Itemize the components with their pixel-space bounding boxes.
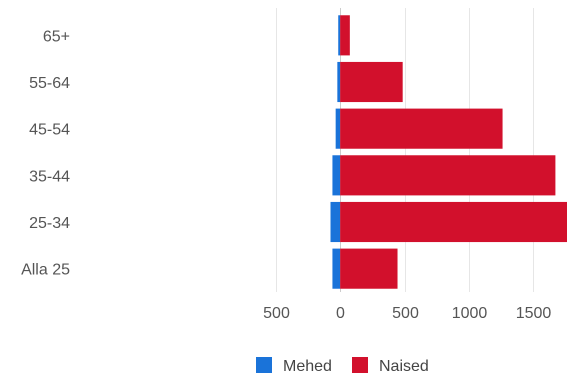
x-tick-label: 1000 (452, 305, 488, 322)
x-axis-tick-labels: 500 0 500 1000 1500 (263, 305, 551, 322)
bar-naised (340, 15, 350, 56)
bar-naised (340, 248, 398, 289)
x-tick-label: 1500 (516, 305, 552, 322)
bar-mehed (332, 248, 341, 289)
legend-swatch-mehed (256, 357, 272, 373)
bar-naised (340, 61, 403, 103)
bar-mehed (330, 201, 341, 243)
category-label: 65+ (43, 28, 70, 45)
x-tick-label: 0 (336, 305, 345, 322)
category-label: 55-64 (29, 75, 70, 92)
bar-mehed (335, 108, 341, 149)
bar-mehed (332, 155, 341, 196)
legend: Mehed Naised (256, 357, 429, 375)
category-label: 35-44 (29, 168, 70, 185)
bar-mehed (337, 61, 341, 103)
x-tick-label: 500 (392, 305, 419, 322)
legend-label-mehed: Mehed (283, 358, 332, 375)
gridlines (276, 8, 534, 292)
category-label: 45-54 (29, 122, 70, 139)
category-label: 25-34 (29, 215, 70, 232)
legend-label-naised: Naised (379, 358, 429, 375)
category-labels: 65+ 55-64 45-54 35-44 25-34 Alla 25 (21, 28, 70, 278)
x-tick-label: 500 (263, 305, 290, 322)
bar-mehed (338, 15, 341, 56)
bar-naised (340, 201, 567, 243)
category-label: Alla 25 (21, 262, 70, 279)
bars (330, 15, 567, 289)
bar-naised (340, 155, 556, 196)
bar-naised (340, 108, 503, 149)
legend-swatch-naised (352, 357, 368, 373)
